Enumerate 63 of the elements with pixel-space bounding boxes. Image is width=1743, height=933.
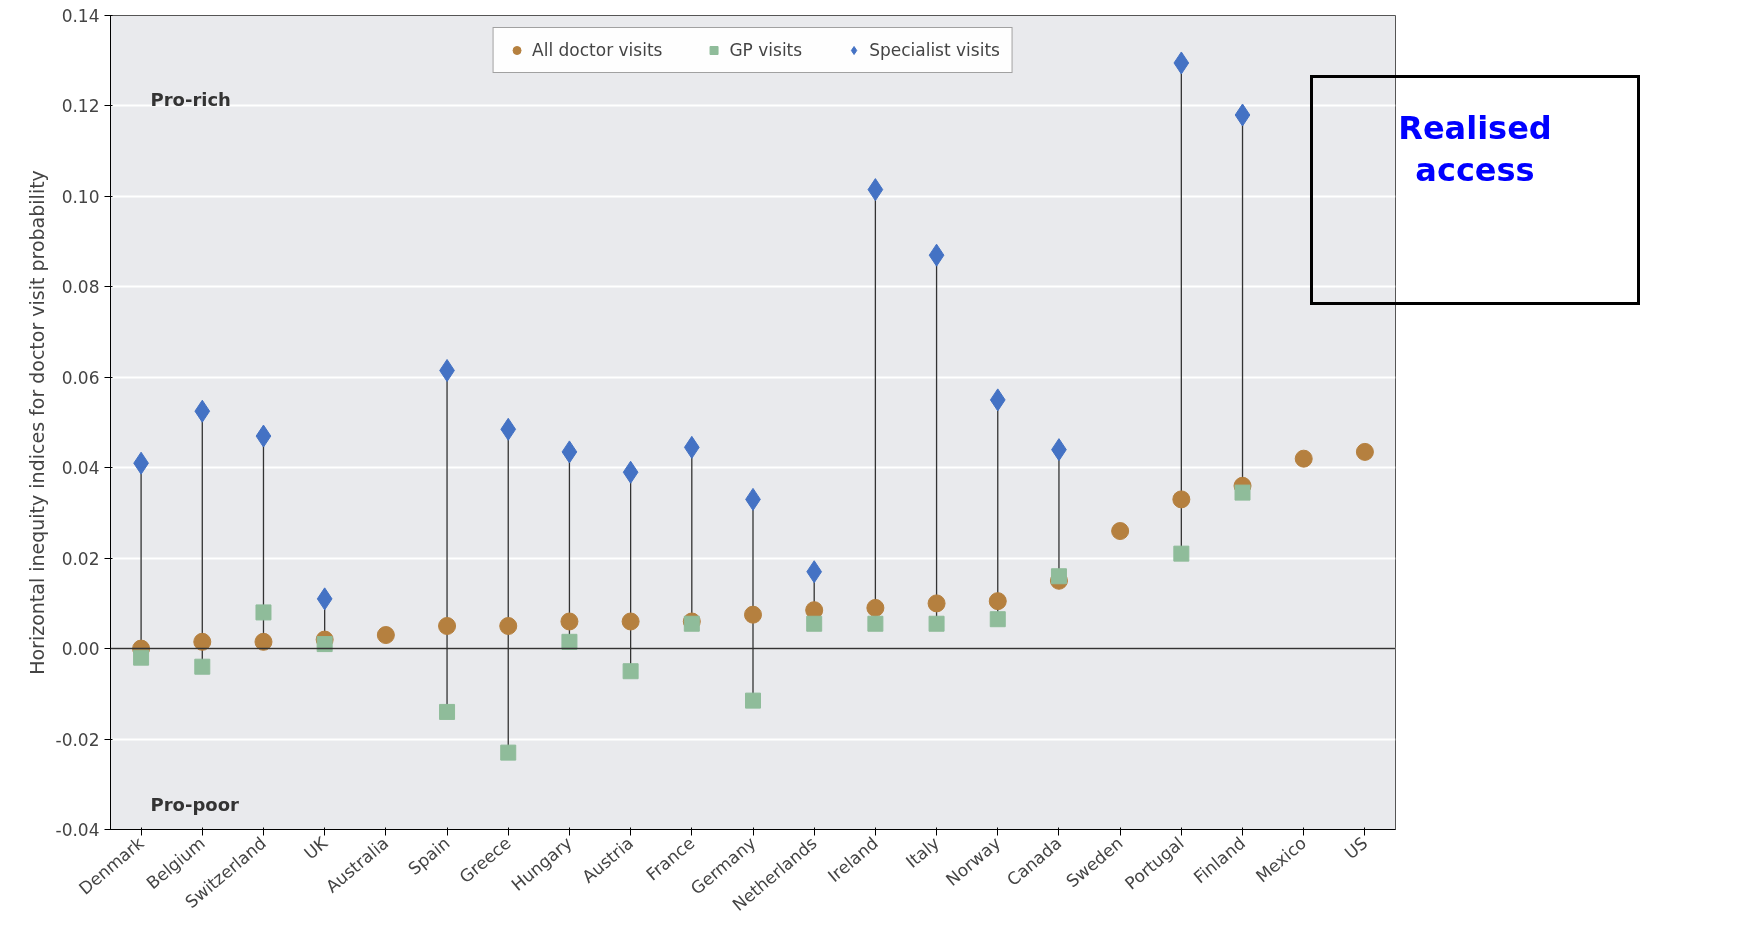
annotation: Pro-rich	[150, 88, 231, 110]
y-tick-label: 0.14	[61, 6, 100, 26]
point	[622, 460, 639, 484]
point	[806, 560, 823, 584]
point	[500, 744, 517, 761]
y-tick-label: 0.10	[61, 186, 100, 207]
point	[500, 417, 517, 441]
legend-label: All doctor visits	[532, 40, 663, 60]
point	[744, 605, 762, 624]
point	[194, 399, 211, 423]
y-tick-label: 0.00	[61, 639, 100, 660]
y-tick-label: 0.02	[61, 548, 100, 569]
point	[622, 663, 639, 680]
point	[866, 598, 885, 617]
point	[867, 178, 884, 202]
y-axis-title: Horizontal inequity indices for doctor visit probability	[25, 170, 48, 675]
annotation: Pro-poor	[150, 793, 240, 815]
point	[928, 615, 945, 632]
point	[255, 424, 272, 448]
point	[989, 388, 1006, 412]
point	[561, 440, 578, 464]
point	[989, 611, 1006, 628]
point	[1173, 51, 1190, 75]
point	[561, 633, 578, 650]
legend-label: GP visits	[729, 40, 803, 60]
point	[683, 435, 700, 459]
point	[193, 632, 212, 651]
point	[499, 617, 518, 635]
point	[928, 243, 945, 267]
y-tick-label: 0.06	[61, 367, 100, 388]
y-tick-label: 0.08	[61, 277, 100, 298]
point	[988, 592, 1007, 611]
x-tick-label: UK	[300, 832, 332, 864]
point	[1172, 490, 1191, 509]
point	[1234, 103, 1251, 127]
point	[133, 649, 150, 666]
point	[316, 636, 333, 653]
point	[560, 612, 579, 631]
y-tick-label: 0.04	[61, 458, 100, 479]
text: Realised access	[1398, 108, 1552, 191]
point	[745, 692, 761, 709]
point	[254, 632, 273, 651]
point	[927, 594, 946, 613]
point	[1355, 442, 1374, 461]
point	[376, 626, 395, 645]
point	[621, 612, 640, 631]
legend-label: Specialist visits	[869, 40, 1000, 60]
point	[867, 615, 884, 632]
point	[1050, 568, 1067, 585]
x-tick-label: US	[1340, 832, 1372, 864]
point	[1294, 449, 1313, 468]
y-tick-label: 0.12	[61, 96, 100, 117]
point	[806, 615, 823, 632]
point	[194, 658, 211, 675]
point	[1111, 522, 1130, 541]
y-tick-label: -0.02	[55, 729, 100, 750]
point	[255, 604, 272, 621]
point	[439, 703, 456, 720]
point	[316, 587, 333, 611]
y-tick-label: -0.04	[55, 820, 100, 840]
point	[1173, 545, 1190, 562]
point	[1234, 484, 1251, 501]
point	[438, 617, 457, 635]
